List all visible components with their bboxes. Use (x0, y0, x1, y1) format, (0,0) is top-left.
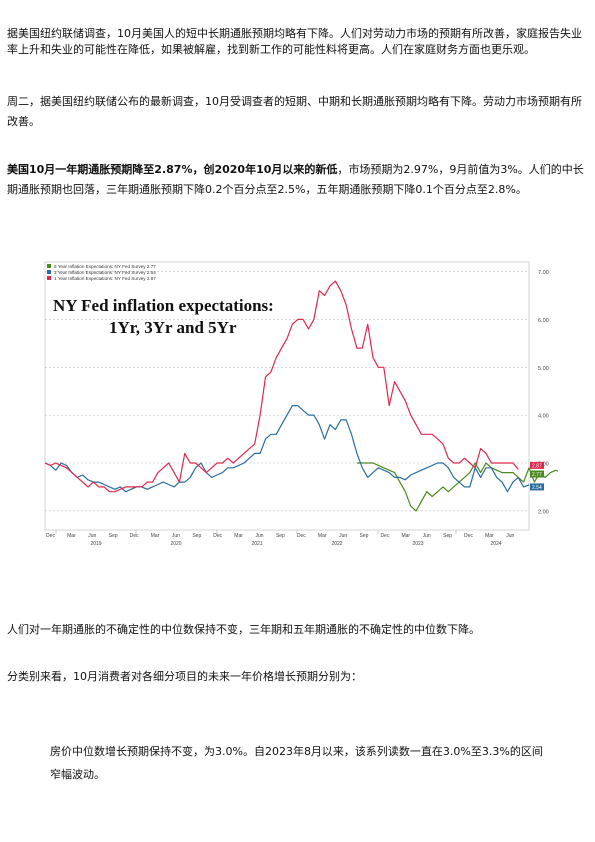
x-year-label: 2019 (90, 541, 101, 547)
y-tick-label: 7.00 (538, 270, 549, 276)
legend-entry: 5 Year Inflation Expectations: NY Fed Su… (54, 264, 156, 269)
x-tick-label: Jun (172, 533, 180, 539)
paragraph-uncertainty: 人们对一年期通胀的不确定性的中位数保持不变，三年期和五年期通胀的不确定性的中位数… (7, 620, 585, 640)
chart-title: NY Fed inflation expectations: (53, 296, 274, 315)
x-tick-label: Mar (151, 533, 160, 539)
paragraph-survey: 周二，据美国纽约联储公布的最新调查，10月受调查者的短期、中期和长期通胀预期均略… (7, 92, 585, 132)
x-tick-label: Mar (234, 533, 243, 539)
x-tick-label: Dec (213, 533, 222, 539)
x-year-label: 2021 (251, 541, 262, 547)
x-year-label: 2024 (490, 541, 501, 547)
chart-subtitle: 1Yr, 3Yr and 5Yr (109, 318, 237, 337)
legend-swatch (47, 270, 51, 274)
x-tick-label: Mar (485, 533, 494, 539)
y-tick-label: 5.00 (538, 366, 549, 372)
x-tick-label: Jun (506, 533, 514, 539)
headline-bold: 美国10月一年期通胀预期降至2.87%，创2020年10月以来的新低 (7, 163, 337, 176)
x-tick-label: Jun (255, 533, 263, 539)
x-tick-label: Dec (46, 533, 55, 539)
x-tick-label: Mar (318, 533, 327, 539)
x-tick-label: Jun (88, 533, 96, 539)
x-tick-label: Dec (464, 533, 473, 539)
legend-entry: 1 Year Inflation Expectations: NY Fed Su… (54, 276, 156, 281)
inflation-expectations-chart: 2.003.004.005.006.007.00 DecMarJunSepDec… (41, 256, 558, 548)
paragraph-intro: 据美国纽约联储调查，10月美国人的短中长期通胀预期均略有下降。人们对劳动力市场的… (7, 26, 585, 58)
x-tick-label: Mar (401, 533, 410, 539)
x-tick-label: Dec (297, 533, 306, 539)
y-tick-label: 6.00 (538, 318, 549, 324)
paragraph-one-year: 美国10月一年期通胀预期降至2.87%，创2020年10月以来的新低，市场预期为… (7, 160, 585, 200)
x-tick-label: Dec (130, 533, 139, 539)
x-tick-label: Jun (423, 533, 431, 539)
end-label: 2.87 (532, 463, 542, 469)
x-tick-label: Jun (339, 533, 347, 539)
chart-legend: 5 Year Inflation Expectations: NY Fed Su… (47, 264, 156, 281)
x-tick-label: Sep (443, 533, 452, 539)
legend-swatch (47, 264, 51, 268)
y-tick-label: 4.00 (538, 414, 549, 420)
x-tick-label: Mar (67, 533, 76, 539)
y-tick-label: 2.00 (538, 509, 549, 515)
end-label: 2.77 (532, 472, 542, 478)
x-year-label: 2023 (412, 541, 423, 547)
x-year-label: 2022 (331, 541, 342, 547)
x-year-label: 2020 (170, 541, 181, 547)
legend-entry: 3 Year Inflation Expectations: NY Fed Su… (54, 270, 156, 275)
x-tick-label: Sep (192, 533, 201, 539)
x-tick-label: Sep (360, 533, 369, 539)
x-tick-label: Dec (380, 533, 389, 539)
paragraph-categories: 分类别来看，10月消费者对各细分项目的未来一年价格增长预期分别为： (7, 667, 585, 687)
x-tick-label: Sep (276, 533, 285, 539)
x-tick-label: Sep (109, 533, 118, 539)
paragraph-home-price: 房价中位数增长预期保持不变，为3.0%。自2023年8月以来，该系列读数一直在3… (50, 740, 550, 786)
legend-swatch (47, 276, 51, 280)
end-label: 2.54 (532, 485, 542, 491)
